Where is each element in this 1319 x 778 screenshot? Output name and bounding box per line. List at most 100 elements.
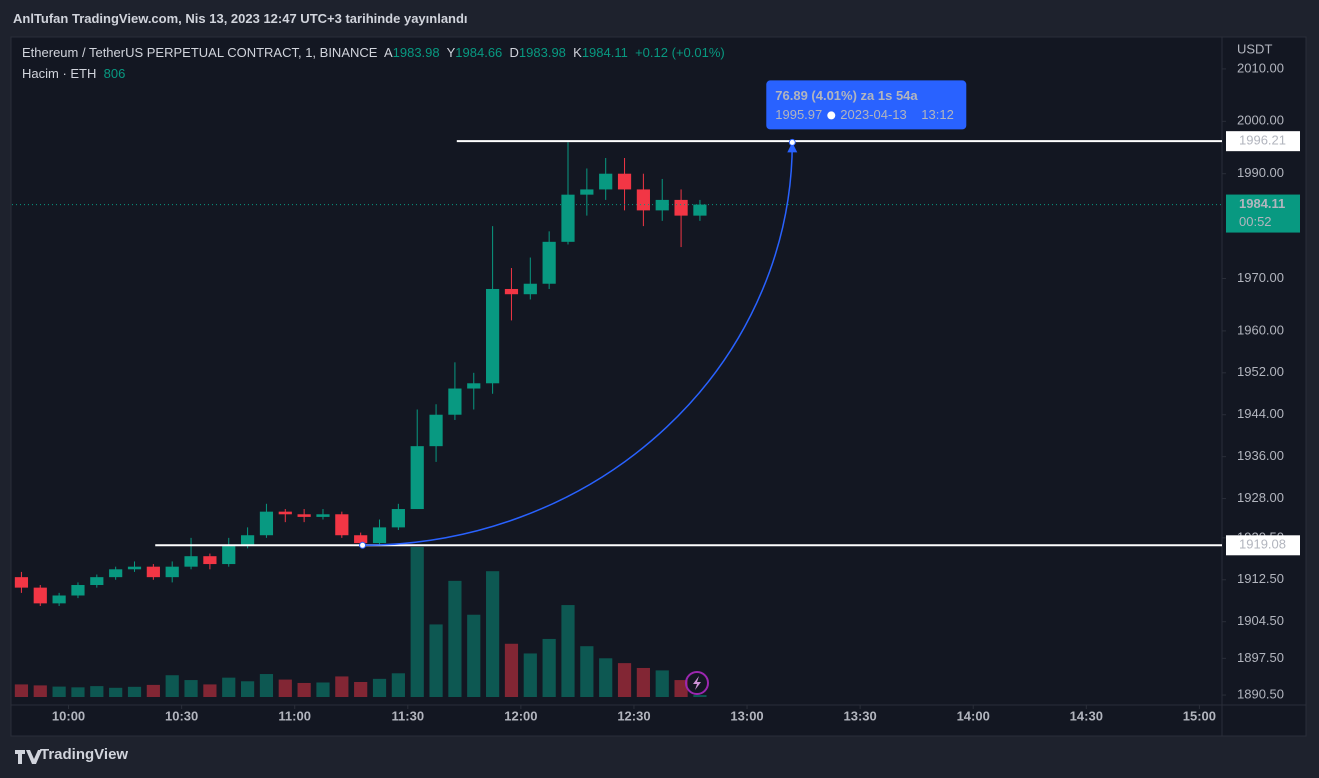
candle-body	[259, 511, 274, 536]
volume-bar	[203, 684, 217, 697]
candle-body	[561, 194, 575, 242]
candle-body	[429, 414, 443, 447]
volume-bar	[693, 695, 707, 697]
y-tick-label: 1952.00	[1237, 364, 1284, 379]
volume-bar	[523, 653, 537, 697]
volume-bar	[316, 682, 330, 697]
measure-start	[359, 541, 367, 549]
measure-time: 13:12	[921, 107, 954, 122]
x-tick-label: 14:30	[1070, 708, 1103, 723]
y-tick-label: 1928.00	[1237, 490, 1284, 505]
ohlc-value: 1983.98	[392, 45, 440, 60]
x-tick-label: 15:00	[1183, 708, 1216, 723]
volume-bar	[410, 547, 424, 697]
current-price-box	[1226, 194, 1300, 233]
hline-label-box	[1226, 535, 1300, 556]
measure-date: 2023-04-13	[840, 107, 907, 122]
change: +0.12	[635, 45, 668, 60]
plot: 76.89 (4.01%) za 1s 54a 1995.97 2023-04-13…	[12, 80, 1222, 697]
volume-bar	[372, 678, 387, 697]
candle-body	[240, 535, 255, 546]
volume-bar	[391, 673, 405, 697]
symbol: Ethereum / TetherUS PERPETUAL CONTRACT, …	[22, 45, 378, 60]
volume-bar	[146, 684, 160, 697]
y-tick-label: 1912.50	[1237, 571, 1284, 586]
volume-bar	[617, 663, 632, 697]
candle-body	[542, 241, 556, 284]
measure-box	[766, 80, 967, 130]
candle-body	[674, 199, 688, 216]
candle-body	[52, 595, 66, 604]
volume-bar	[14, 684, 29, 697]
ohlc-value: 1984.66	[455, 45, 503, 60]
hline-label: 1919.08	[1239, 537, 1286, 552]
volume-bar	[674, 680, 688, 697]
brand-logo	[15, 750, 42, 764]
measure-arrow	[787, 142, 798, 153]
y-tick-label: 1904.50	[1237, 613, 1284, 628]
x-tick-label: 14:00	[957, 708, 990, 723]
y-tick-label: 1897.50	[1237, 650, 1284, 665]
y-tick-label: 1890.50	[1237, 686, 1284, 701]
brand-name: TradingView	[40, 746, 129, 763]
candle-body	[297, 514, 311, 517]
x-tick-label: 12:30	[617, 708, 650, 723]
candle-body	[278, 511, 292, 515]
ohlc-value: 1983.98	[518, 45, 566, 60]
volume-bar	[448, 580, 462, 697]
x-tick-label: 12:00	[504, 708, 537, 723]
measure-end	[788, 138, 796, 146]
volume-bar	[222, 677, 236, 697]
candle-body	[109, 569, 123, 578]
candle-body	[335, 514, 349, 536]
volume-bar	[467, 614, 481, 697]
candle-body	[504, 288, 519, 295]
volume-bar	[580, 646, 594, 697]
volume-value: 806	[103, 66, 126, 81]
ohlc-label: A	[383, 45, 393, 60]
volume-legend: Hacim · ETH 806	[22, 66, 125, 81]
volume-bar	[486, 571, 500, 697]
volume-bar	[109, 687, 123, 697]
currency-label: USDT	[1237, 41, 1272, 56]
measure-label: 76.89 (4.01%) za 1s 54a	[775, 88, 918, 103]
measure-arc	[362, 142, 794, 547]
volume-label: Hacim · ETH	[22, 66, 97, 81]
candle-body	[372, 527, 387, 544]
volume-bar	[52, 686, 66, 697]
candle-body	[184, 556, 198, 567]
volume-bar	[259, 674, 274, 697]
alert-icon[interactable]	[685, 671, 709, 695]
volume-bar	[354, 682, 368, 697]
countdown: 00:52	[1239, 214, 1272, 229]
candle-body	[391, 509, 405, 528]
ohlc-label: D	[509, 45, 519, 60]
candle-body	[33, 587, 47, 604]
volume-bar	[33, 685, 47, 697]
volume-bar	[542, 638, 556, 697]
volume-bar	[429, 624, 443, 697]
legend-line: Ethereum / TetherUS PERPETUAL CONTRACT, …	[22, 45, 725, 60]
candle-body	[354, 535, 368, 544]
publisher: AnlTufan TradingView.com, Nis 13, 2023 1…	[13, 11, 468, 26]
candle-body	[617, 173, 632, 190]
y-tick-label: 1944.00	[1237, 406, 1284, 421]
candle-body	[655, 199, 669, 211]
candle-body	[448, 388, 462, 415]
ohlc-value: 1984.11	[581, 45, 628, 60]
change-pct: (+0.01%)	[671, 45, 725, 60]
volume-bar	[636, 667, 650, 697]
y-tick-label: 2010.00	[1237, 60, 1284, 75]
x-tick-label: 11:30	[392, 708, 425, 723]
volume-bar	[655, 670, 669, 697]
candle-body	[165, 566, 179, 578]
volume-bar	[297, 682, 311, 697]
volume-bar	[335, 676, 349, 697]
candle-body	[693, 204, 707, 216]
candle-body	[90, 577, 104, 586]
hline-label: 1996.21	[1239, 133, 1286, 148]
current-price-label: 1984.11	[1239, 196, 1285, 211]
y-tick-label: 1990.00	[1237, 165, 1284, 180]
